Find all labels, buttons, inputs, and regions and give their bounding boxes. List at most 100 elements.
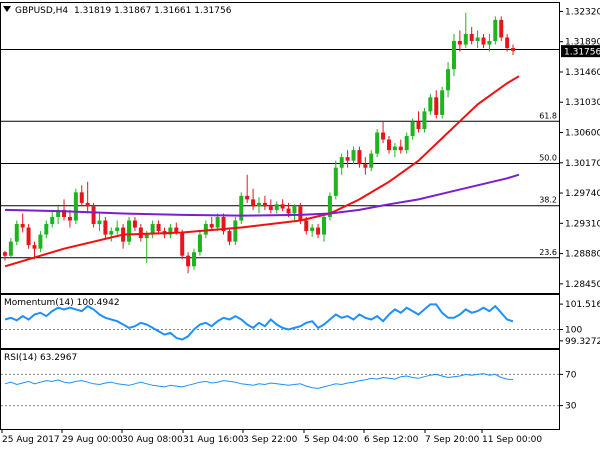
bear-candle	[357, 150, 362, 165]
momentum-tick-label: 101.5166	[565, 300, 600, 310]
bull-candle	[321, 216, 326, 235]
bear-candle	[457, 41, 462, 45]
bull-candle	[144, 234, 149, 239]
bear-candle	[268, 206, 273, 210]
time-tick-label: 5 Sep 04:00	[304, 435, 359, 445]
bear-candle	[262, 202, 267, 207]
bull-candle	[404, 136, 409, 151]
time-tick-label: 29 Aug 00:00	[62, 435, 123, 445]
time-tick-label: 7 Sep 20:00	[425, 435, 480, 445]
bear-candle	[416, 121, 421, 129]
bull-candle	[127, 220, 132, 242]
candles	[2, 12, 516, 274]
bull-candle	[475, 37, 480, 42]
bear-candle	[363, 164, 368, 168]
bear-candle	[132, 220, 137, 228]
price-tick-label: 1.29310	[565, 219, 600, 229]
bull-candle	[203, 224, 208, 235]
bear-candle	[434, 97, 439, 115]
bull-candle	[410, 121, 415, 137]
bull-candle	[215, 216, 220, 228]
bear-candle	[85, 202, 90, 207]
price-tick-label: 1.28450	[565, 280, 600, 290]
bear-candle	[511, 48, 516, 51]
bull-candle	[310, 227, 315, 232]
bear-candle	[26, 227, 31, 246]
bull-candle	[327, 195, 332, 217]
time-tick-label: 6 Sep 12:00	[364, 435, 419, 445]
purple-moving-average-line	[4, 173, 520, 217]
bear-candle	[304, 220, 309, 232]
bear-candle	[79, 192, 84, 203]
chart-header: GBPUSD,H4 1.31819 1.31867 1.31661 1.3175…	[3, 6, 232, 16]
bull-candle	[197, 234, 202, 253]
bull-candle	[233, 220, 238, 242]
bear-candle	[505, 37, 510, 49]
bull-candle	[73, 192, 78, 221]
momentum-tick-label: 100	[565, 326, 582, 336]
rsi-tick-label: 30	[565, 402, 577, 412]
rsi-tick-label: 70	[565, 370, 577, 380]
time-tick-label: 3 Sep 22:00	[243, 435, 298, 445]
rsi-pane: 70 30 RSI(14) 63.2967	[0, 349, 577, 430]
bear-candle	[138, 227, 143, 239]
bull-candle	[333, 167, 338, 196]
bear-candle	[280, 204, 285, 209]
bull-candle	[168, 227, 173, 235]
bull-candle	[351, 150, 356, 161]
bear-candle	[245, 195, 250, 200]
level-label: 61.8	[539, 111, 557, 120]
bull-candle	[274, 204, 279, 210]
bear-candle	[186, 255, 191, 267]
bear-candle	[298, 206, 303, 221]
symbol-timeframe-label: GBPUSD,H4	[15, 6, 68, 16]
bull-candle	[428, 97, 433, 112]
momentum-pane-border	[0, 294, 560, 349]
price-tick-label: 1.28880	[565, 250, 600, 260]
bear-candle	[481, 37, 486, 45]
bull-candle	[487, 41, 492, 45]
bull-candle	[150, 224, 155, 235]
bear-candle	[499, 19, 504, 38]
time-tick-label: 25 Aug 2017	[2, 435, 60, 445]
price-tick-label: 1.29740	[565, 189, 600, 199]
bull-candle	[14, 224, 19, 242]
bear-candle	[62, 209, 67, 217]
level-label: 50.0	[539, 153, 557, 162]
bull-candle	[115, 227, 120, 232]
bear-candle	[386, 139, 391, 151]
level-label: 38.2	[539, 196, 557, 205]
bear-candle	[180, 232, 185, 256]
bull-candle	[192, 252, 197, 267]
bear-candle	[20, 224, 25, 228]
price-axis: 1.32320 1.31890 1.31460 1.31030 1.30600 1.301…	[559, 7, 600, 290]
bear-candle	[174, 227, 179, 233]
bull-candle	[44, 224, 49, 235]
bear-candle	[286, 208, 291, 214]
price-tick-label: 1.30600	[565, 129, 600, 139]
price-tick-label: 1.30170	[565, 159, 600, 169]
dropdown-triangle-icon[interactable]	[3, 6, 11, 12]
bear-candle	[381, 132, 386, 140]
bull-candle	[369, 153, 374, 168]
current-price-box	[561, 45, 600, 58]
bull-candle	[422, 111, 427, 129]
bear-candle	[345, 157, 350, 161]
bear-candle	[316, 227, 321, 235]
price-tick-label: 1.31030	[565, 98, 600, 108]
bear-candle	[32, 245, 37, 249]
time-tick-label: 31 Aug 16:00	[183, 435, 244, 445]
bull-candle	[392, 146, 397, 151]
rsi-pane-border	[0, 349, 560, 430]
bear-candle	[221, 216, 226, 232]
ohlc-values-label: 1.31819 1.31867 1.31661 1.31756	[74, 6, 232, 16]
bull-candle	[440, 90, 445, 115]
bull-candle	[97, 220, 102, 225]
bear-candle	[2, 252, 7, 256]
bull-candle	[375, 132, 380, 154]
bull-candle	[463, 33, 468, 45]
current-price-tag: 1.31756	[561, 45, 600, 58]
